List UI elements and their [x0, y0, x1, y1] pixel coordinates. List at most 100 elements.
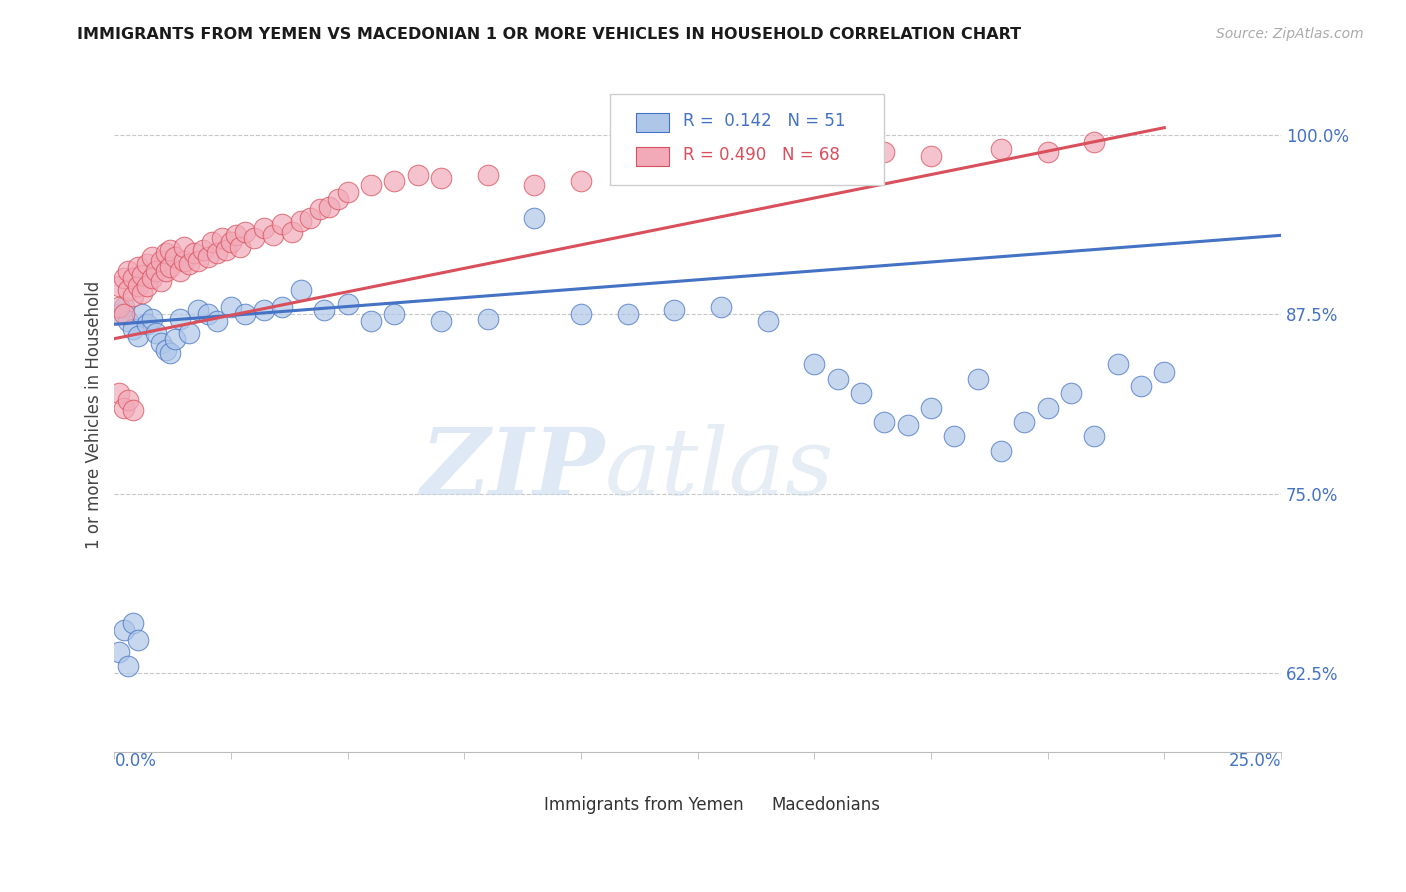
Point — [314, 302, 336, 317]
Point — [756, 149, 779, 163]
Point — [197, 307, 219, 321]
Point — [336, 186, 359, 200]
Point — [569, 307, 592, 321]
Point — [169, 311, 191, 326]
Point — [664, 160, 686, 174]
Text: 25.0%: 25.0% — [1229, 752, 1281, 770]
Point — [155, 245, 177, 260]
Text: Macedonians: Macedonians — [770, 796, 880, 814]
Point — [430, 314, 453, 328]
Point — [136, 318, 159, 332]
Point — [308, 202, 330, 217]
FancyBboxPatch shape — [733, 797, 762, 814]
Point — [197, 250, 219, 264]
Point — [141, 271, 163, 285]
Point — [225, 228, 247, 243]
Point — [117, 393, 139, 408]
Point — [1107, 358, 1129, 372]
Point — [477, 168, 499, 182]
Point — [756, 314, 779, 328]
Text: R = 0.490   N = 68: R = 0.490 N = 68 — [682, 146, 839, 164]
Point — [280, 226, 302, 240]
Point — [990, 142, 1012, 156]
Point — [112, 623, 135, 637]
Text: 0.0%: 0.0% — [114, 752, 156, 770]
Point — [360, 178, 382, 192]
Point — [803, 358, 825, 372]
Point — [336, 297, 359, 311]
Point — [173, 254, 195, 268]
Point — [117, 314, 139, 328]
Point — [382, 174, 405, 188]
Point — [406, 168, 429, 182]
Point — [1130, 379, 1153, 393]
Point — [112, 401, 135, 415]
Point — [710, 300, 733, 314]
Point — [108, 278, 131, 293]
Point — [127, 278, 149, 293]
Text: Source: ZipAtlas.com: Source: ZipAtlas.com — [1216, 27, 1364, 41]
Point — [131, 285, 153, 300]
Point — [165, 250, 187, 264]
Point — [136, 278, 159, 293]
Point — [897, 417, 920, 432]
Point — [664, 302, 686, 317]
Point — [122, 288, 145, 302]
Point — [122, 615, 145, 630]
Point — [177, 326, 200, 340]
Point — [920, 149, 942, 163]
Point — [150, 254, 173, 268]
Point — [145, 264, 167, 278]
Point — [253, 221, 276, 235]
Point — [159, 346, 181, 360]
Point — [187, 254, 209, 268]
Point — [920, 401, 942, 415]
Point — [523, 178, 546, 192]
Point — [205, 245, 228, 260]
FancyBboxPatch shape — [610, 95, 884, 186]
Point — [165, 332, 187, 346]
Point — [205, 314, 228, 328]
Point — [173, 240, 195, 254]
Point — [117, 283, 139, 297]
Point — [523, 211, 546, 225]
Text: atlas: atlas — [605, 424, 834, 514]
Point — [145, 326, 167, 340]
Point — [211, 231, 233, 245]
Point — [108, 300, 131, 314]
Point — [131, 307, 153, 321]
Text: IMMIGRANTS FROM YEMEN VS MACEDONIAN 1 OR MORE VEHICLES IN HOUSEHOLD CORRELATION : IMMIGRANTS FROM YEMEN VS MACEDONIAN 1 OR… — [77, 27, 1021, 42]
Point — [873, 415, 896, 429]
Point — [187, 302, 209, 317]
Point — [262, 228, 284, 243]
Point — [616, 163, 638, 178]
Point — [1060, 386, 1083, 401]
Point — [159, 243, 181, 257]
FancyBboxPatch shape — [636, 147, 668, 166]
Point — [1083, 135, 1105, 149]
Point — [873, 145, 896, 159]
Point — [215, 243, 238, 257]
Point — [155, 264, 177, 278]
Point — [318, 200, 340, 214]
Point — [271, 300, 294, 314]
Point — [328, 193, 350, 207]
Point — [169, 264, 191, 278]
Point — [108, 644, 131, 658]
Point — [477, 311, 499, 326]
Point — [183, 245, 205, 260]
Point — [155, 343, 177, 358]
Point — [117, 264, 139, 278]
Point — [136, 257, 159, 271]
Point — [122, 403, 145, 417]
Point — [141, 250, 163, 264]
Point — [382, 307, 405, 321]
Point — [1083, 429, 1105, 443]
Y-axis label: 1 or more Vehicles in Household: 1 or more Vehicles in Household — [86, 281, 103, 549]
Point — [360, 314, 382, 328]
Point — [243, 231, 266, 245]
FancyBboxPatch shape — [505, 797, 534, 814]
Point — [430, 170, 453, 185]
Point — [112, 307, 135, 321]
Point — [943, 429, 966, 443]
